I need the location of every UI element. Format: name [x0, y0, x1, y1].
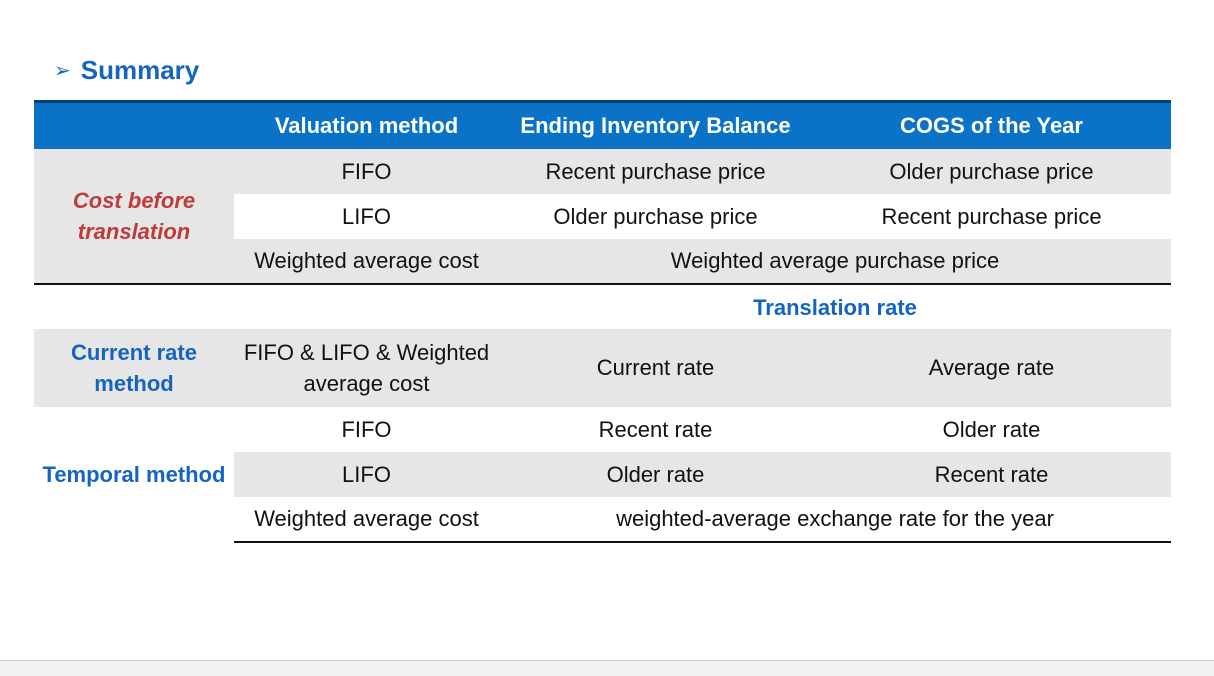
- cogs-cell: Recent purchase price: [812, 194, 1171, 239]
- table-row: LIFO Older purchase price Recent purchas…: [34, 194, 1171, 239]
- current-rate-method-label: Current rate method: [34, 329, 234, 407]
- cogs-cell: Older purchase price: [812, 149, 1171, 194]
- table-row: Current rate method FIFO & LIFO & Weight…: [34, 329, 1171, 407]
- cogs-cell: Older rate: [812, 407, 1171, 452]
- ending-cell: Recent purchase price: [499, 149, 812, 194]
- table-row: Temporal method FIFO Recent rate Older r…: [34, 407, 1171, 542]
- slide-bottom-bar: [0, 660, 1214, 676]
- ending-cell: Older rate: [499, 452, 812, 497]
- method-cell: LIFO: [234, 452, 499, 497]
- table-row: LIFO Older rate Recent rate: [34, 452, 1171, 497]
- merged-cell: Weighted average purchase price: [499, 239, 1171, 284]
- method-cell: FIFO: [234, 407, 499, 452]
- ending-cell: Recent rate: [499, 407, 812, 452]
- merged-cell: weighted-average exchange rate for the y…: [499, 497, 1171, 543]
- temporal-method-label: Temporal method: [34, 407, 234, 542]
- header-ending-inventory: Ending Inventory Balance: [499, 100, 812, 149]
- header-valuation-method: Valuation method: [234, 100, 499, 149]
- method-cell: LIFO: [234, 194, 499, 239]
- table-row: Weighted average cost Weighted average p…: [34, 239, 1171, 284]
- summary-title: Summary: [80, 54, 200, 85]
- summary-table: Valuation method Ending Inventory Balanc…: [34, 100, 1171, 543]
- ending-cell: Older purchase price: [499, 194, 812, 239]
- method-cell: FIFO: [234, 149, 499, 194]
- header-cogs: COGS of the Year: [812, 100, 1171, 149]
- translation-rate-label: Translation rate: [499, 283, 1171, 329]
- ending-cell: Current rate: [499, 329, 812, 407]
- table-header-row: Valuation method Ending Inventory Balanc…: [34, 100, 1171, 149]
- table-row: Weighted average cost weighted-average e…: [34, 497, 1171, 543]
- table-row: Cost before translation FIFO Recent purc…: [34, 149, 1171, 284]
- method-cell: Weighted average cost: [234, 239, 499, 284]
- cost-before-translation-label: Cost before translation: [34, 149, 234, 284]
- method-cell: Weighted average cost: [234, 497, 499, 543]
- header-empty-cell: [34, 100, 234, 149]
- cogs-cell: Recent rate: [812, 452, 1171, 497]
- arrow-bullet-icon: ➢: [54, 59, 71, 82]
- translation-rate-row: Translation rate: [34, 283, 1171, 329]
- method-cell: FIFO & LIFO & Weighted average cost: [234, 329, 499, 407]
- summary-heading: ➢ Summary: [54, 52, 199, 88]
- cogs-cell: Average rate: [812, 329, 1171, 407]
